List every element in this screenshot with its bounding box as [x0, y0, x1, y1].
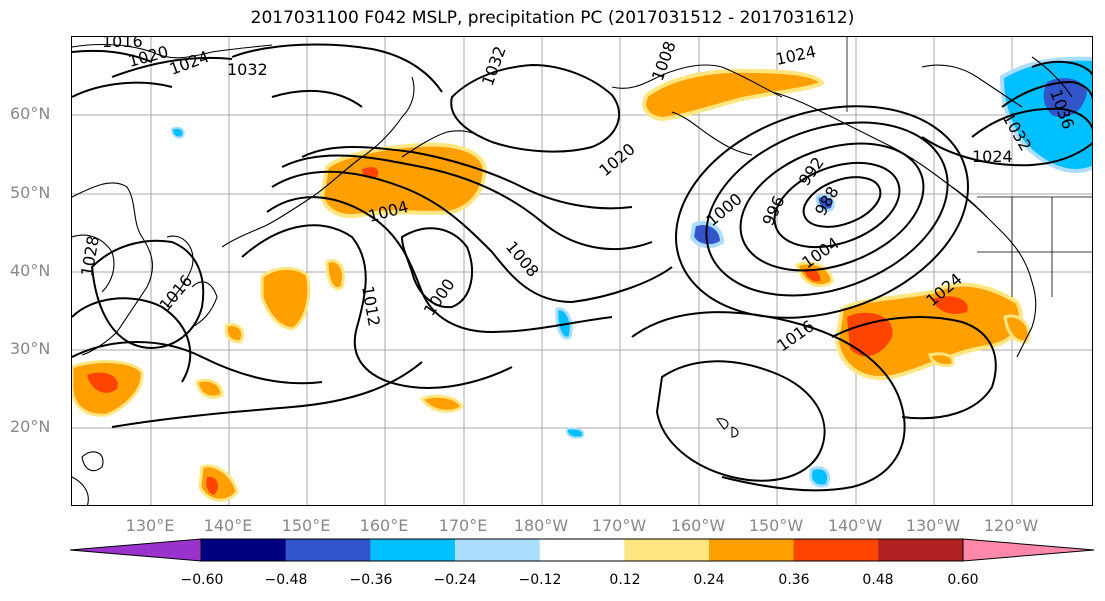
isobar-label: 1012 — [358, 284, 384, 327]
isobar-label: 1024 — [774, 42, 818, 69]
map-svg: 1016 1020 1024 1032 1032 1008 1024 1020 … — [72, 37, 1092, 505]
colorbar-tick-label: 0.60 — [947, 572, 979, 588]
isobar-label: 1020 — [595, 139, 638, 180]
coastlines — [72, 44, 1073, 505]
lat-label: 50°N — [10, 183, 51, 202]
lon-label: 170°W — [591, 516, 647, 535]
map-title: 2017031100 F042 MSLP, precipitation PC (… — [250, 8, 855, 28]
lat-label: 20°N — [10, 417, 51, 436]
precip-negative-west — [170, 126, 185, 139]
lat-label: 30°N — [10, 339, 51, 358]
isobar-label: 1032 — [478, 44, 510, 89]
lon-label: 130°E — [125, 516, 175, 535]
mslp-isobars — [72, 43, 1092, 492]
lon-label: 160°E — [359, 516, 409, 535]
lon-label: 130°W — [905, 516, 961, 535]
precip-negative-ssc — [565, 427, 585, 439]
lon-label: 150°W — [748, 516, 804, 535]
colorbar-tick-label: −0.12 — [518, 572, 562, 588]
colorbar-cell — [793, 539, 879, 561]
lon-label: 160°W — [670, 516, 726, 535]
isobar-label: 1016 — [102, 37, 143, 51]
precip-area-south1 — [198, 464, 239, 502]
precip-core-east1 — [847, 312, 893, 357]
precip-area-east3 — [928, 352, 955, 367]
isobar-label: 992 — [795, 153, 828, 189]
isobar-label: 1024 — [167, 47, 212, 79]
lon-label: 150°E — [281, 516, 331, 535]
precip-area-west4 — [195, 378, 224, 399]
lon-label: 180°W — [513, 516, 569, 535]
precip-negative-ne-core — [1043, 78, 1087, 118]
precip-core-south1 — [206, 476, 218, 495]
precip-area-kuril — [319, 142, 487, 218]
colorbar-extend-high — [963, 539, 1094, 561]
precip-core-east2 — [932, 296, 968, 314]
lon-label: 140°W — [827, 516, 883, 535]
colorbar-cell — [370, 539, 456, 561]
colorbar-cell — [624, 539, 710, 561]
colorbar — [70, 538, 1095, 562]
lon-label: 120°W — [983, 516, 1039, 535]
precip-area-west1 — [260, 267, 311, 331]
colorbar-tick-label: 0.36 — [778, 572, 810, 588]
isobar-label: 1016 — [156, 271, 197, 314]
precip-area-east4 — [1003, 314, 1031, 344]
precip-area-west5 — [224, 323, 245, 344]
precip-area-west3 — [325, 259, 345, 290]
precipitation-shading — [72, 56, 1092, 502]
isobar-label: 1028 — [77, 234, 103, 277]
isobar-label: 1008 — [502, 237, 543, 280]
colorbar-cell — [285, 539, 371, 561]
precip-core-west2 — [87, 372, 118, 393]
precip-area-alaska — [642, 68, 825, 122]
precip-negative-south — [809, 466, 830, 488]
isobar-label: 1024 — [972, 147, 1013, 166]
colorbar-cell — [201, 539, 287, 561]
colorbar-cell — [709, 539, 795, 561]
isobar-label: 1000 — [702, 189, 745, 230]
precip-negative-center — [815, 194, 835, 212]
map-panel: 1016 1020 1024 1032 1032 1008 1024 1020 … — [71, 36, 1093, 506]
colorbar-cell — [539, 539, 625, 561]
colorbar-tick-label: 0.48 — [862, 572, 894, 588]
precip-area-central1 — [419, 394, 464, 413]
colorbar-cell — [878, 539, 964, 561]
colorbar-tick-label: −0.60 — [180, 572, 224, 588]
colorbar-tick-label: −0.24 — [433, 572, 477, 588]
colorbar-tick-label: 0.12 — [609, 572, 641, 588]
colorbar-cell — [455, 539, 541, 561]
isobar-label: 988 — [811, 183, 843, 219]
isobar-label: 996 — [758, 193, 788, 229]
isobar-label: 1008 — [648, 39, 680, 84]
colorbar-tick-label: 0.24 — [693, 572, 725, 588]
lon-label: 140°E — [203, 516, 253, 535]
colorbar-extend-low — [70, 539, 201, 561]
colorbar-tick-label: −0.48 — [264, 572, 308, 588]
precip-core-east3 — [804, 268, 821, 282]
isobar-label: 1032 — [227, 60, 268, 79]
borders — [846, 37, 1092, 297]
lat-label: 60°N — [10, 104, 51, 123]
lon-label: 170°E — [438, 516, 488, 535]
colorbar-tick-label: −0.36 — [349, 572, 393, 588]
lat-label: 40°N — [10, 261, 51, 280]
